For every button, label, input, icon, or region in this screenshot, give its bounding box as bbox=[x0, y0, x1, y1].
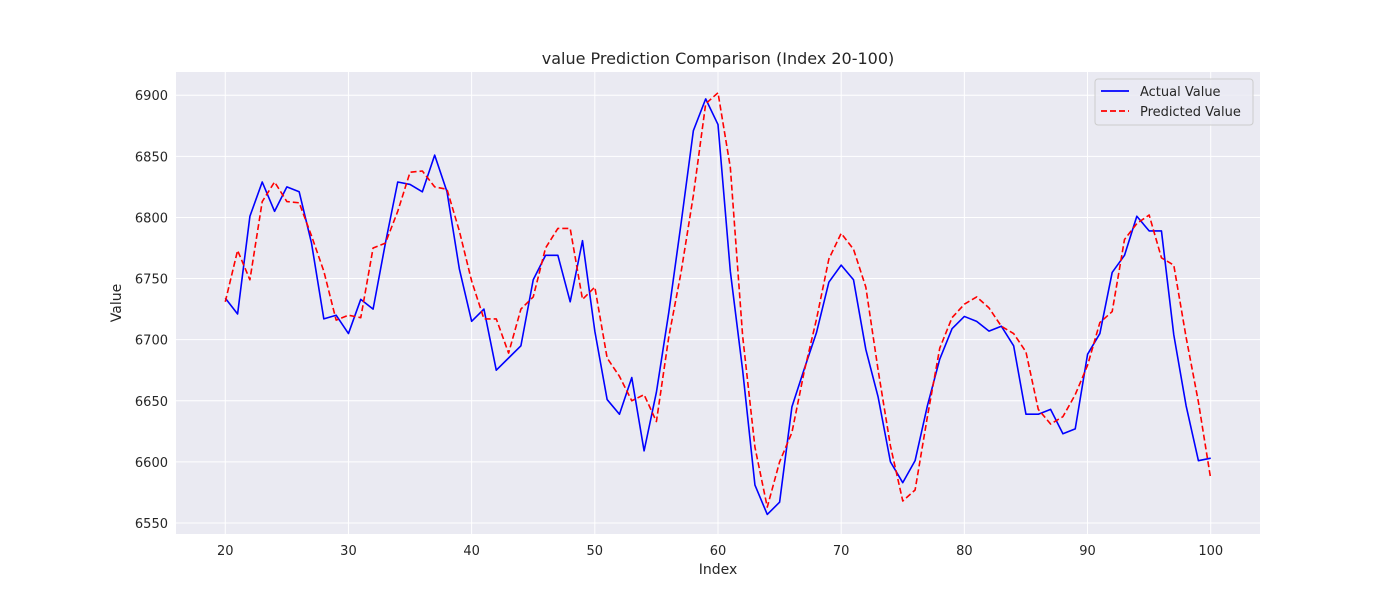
y-tick-label: 6700 bbox=[135, 334, 168, 349]
y-tick-label: 6550 bbox=[135, 517, 168, 532]
x-tick-label: 70 bbox=[833, 544, 850, 559]
series-line-actual-value bbox=[224, 98, 1211, 516]
x-tick-label: 50 bbox=[587, 544, 604, 559]
x-tick-label: 100 bbox=[1198, 544, 1223, 559]
grid-lines bbox=[176, 72, 1260, 534]
tick-labels: 20 30 40 50 60 70 80 90 100 6550 6600 6650 6700 6750 6… bbox=[135, 89, 1223, 559]
y-tick-label: 6650 bbox=[135, 395, 168, 410]
y-tick-label: 6600 bbox=[135, 456, 168, 471]
x-tick-label: 20 bbox=[217, 544, 234, 559]
x-tick-label: 40 bbox=[463, 544, 480, 559]
x-axis-label: Index bbox=[699, 562, 738, 578]
x-tick-label: 90 bbox=[1079, 544, 1096, 559]
y-tick-label: 6750 bbox=[135, 273, 168, 288]
legend-label-actual-value: Actual Value bbox=[1140, 85, 1221, 100]
legend-box bbox=[1094, 78, 1254, 126]
y-axis-label: Value bbox=[109, 284, 125, 322]
y-tick-label: 6850 bbox=[135, 150, 168, 165]
x-tick-label: 30 bbox=[340, 544, 357, 559]
y-tick-label: 6800 bbox=[135, 211, 168, 226]
y-tick-label: 6900 bbox=[135, 89, 168, 104]
series-lines bbox=[224, 91, 1212, 516]
x-tick-label: 80 bbox=[956, 544, 973, 559]
legend: Actual Value Predicted Value bbox=[1094, 78, 1254, 126]
legend-label-predicted-value: Predicted Value bbox=[1140, 105, 1241, 120]
x-tick-label: 60 bbox=[710, 544, 727, 559]
chart-title: value Prediction Comparison (Index 20-10… bbox=[542, 49, 895, 68]
